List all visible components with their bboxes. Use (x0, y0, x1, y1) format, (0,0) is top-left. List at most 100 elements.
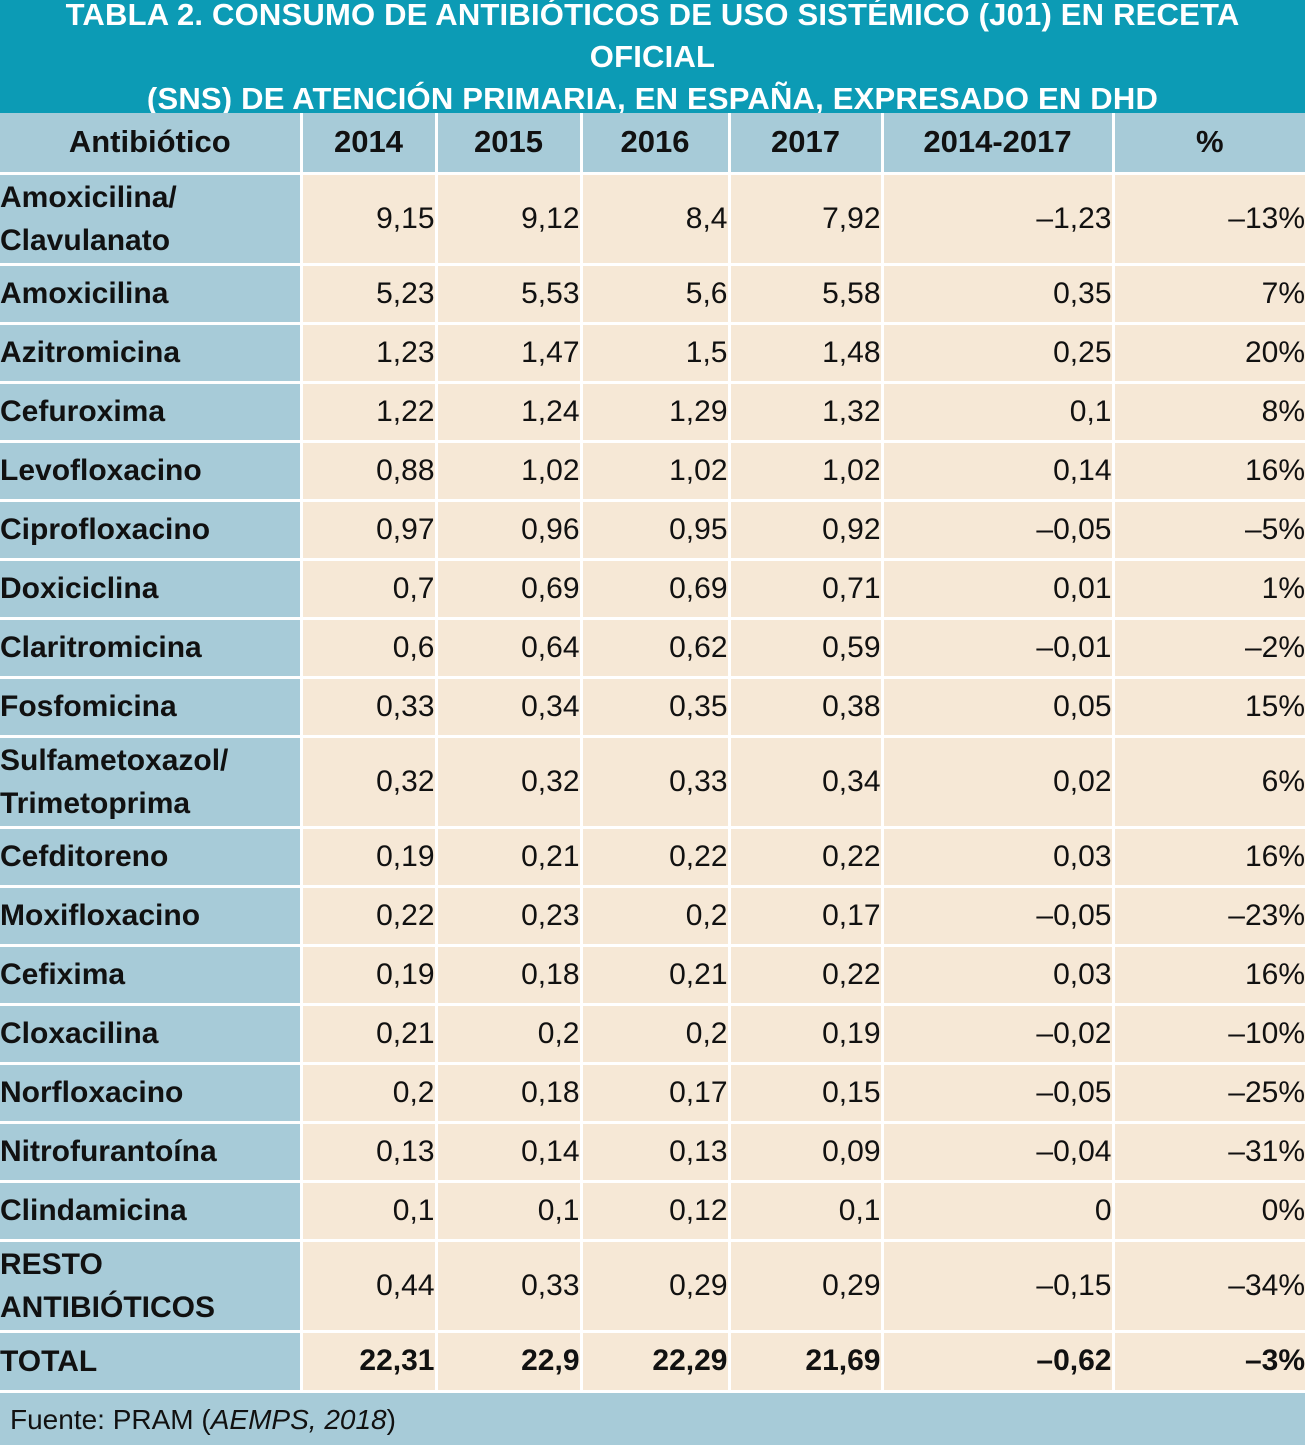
antibiotic-name-line: Fosfomicina (0, 690, 177, 723)
table-row: Sulfametoxazol/Trimetoprima 0,32 0,32 0,33 0… (0, 734, 1305, 829)
value-change: –0,01 (880, 616, 1115, 679)
value-2015: 0,23 (434, 884, 583, 947)
antibiotic-name-line: Moxifloxacino (0, 899, 201, 932)
value-2015: 0,32 (434, 734, 583, 829)
table-row: Amoxicilina/Clavulanato 9,15 9,12 8,4 7,92 –1… (0, 171, 1305, 266)
value-percent: 1% (1111, 557, 1305, 620)
antibiotic-name-line: Amoxicilina (0, 277, 169, 310)
table-body: Amoxicilina/Clavulanato 9,15 9,12 8,4 7,92 –1… (0, 171, 1305, 1393)
source-note: Fuente: PRAM (AEMPS, 2018) (0, 1395, 1305, 1445)
table-row: Cloxacilina 0,21 0,2 0,2 0,19 –0,02 –10% (0, 1002, 1305, 1065)
antibiotic-name-line: Sulfametoxazol/ (0, 743, 229, 777)
value-2017: 0,29 (727, 1238, 884, 1333)
table-row: Clindamicina 0,1 0,1 0,12 0,1 0 0% (0, 1179, 1305, 1242)
value-2014: 0,7 (299, 557, 438, 620)
value-percent: 16% (1111, 439, 1305, 502)
antibiotics-table: Antibiótico 2014 2015 2016 2017 2014-201… (0, 113, 1305, 1393)
value-2017: 0,22 (727, 825, 884, 888)
value-change: 0,01 (880, 557, 1115, 620)
value-2015: 0,21 (434, 825, 583, 888)
antibiotic-name-line: Claritromicina (0, 631, 202, 664)
antibiotic-name: Claritromicina (0, 616, 303, 679)
value-2016: 22,29 (579, 1329, 731, 1393)
table-row: Nitrofurantoína 0,13 0,14 0,13 0,09 –0,04 –31% (0, 1120, 1305, 1183)
value-2015: 0,96 (434, 498, 583, 561)
value-change: –0,02 (880, 1002, 1115, 1065)
value-percent: 16% (1111, 943, 1305, 1006)
antibiotic-name: Amoxicilina/Clavulanato (0, 171, 303, 266)
table-row: Doxiciclina 0,7 0,69 0,69 0,71 0,01 1% (0, 557, 1305, 620)
value-change: 0,05 (880, 675, 1115, 738)
value-2015: 0,18 (434, 1061, 583, 1124)
value-2016: 0,29 (579, 1238, 731, 1333)
antibiotic-name: Ciprofloxacino (0, 498, 303, 561)
table-row: Cefditoreno 0,19 0,21 0,22 0,22 0,03 16% (0, 825, 1305, 888)
column-header-2014: 2014 (299, 113, 438, 175)
antibiotic-name-line: ANTIBIÓTICOS (0, 1290, 215, 1324)
column-header-2015: 2015 (434, 113, 583, 175)
antibiotic-name: Amoxicilina (0, 262, 303, 325)
value-change: 0,14 (880, 439, 1115, 502)
value-2015: 0,1 (434, 1179, 583, 1242)
value-2017: 7,92 (727, 171, 884, 266)
value-percent: 8% (1111, 380, 1305, 443)
value-2016: 0,95 (579, 498, 731, 561)
value-2015: 0,64 (434, 616, 583, 679)
column-header-antibiotic: Antibiótico (0, 113, 303, 175)
value-change: 0,02 (880, 734, 1115, 829)
value-2016: 0,2 (579, 1002, 731, 1065)
value-2016: 0,22 (579, 825, 731, 888)
value-2017: 0,19 (727, 1002, 884, 1065)
value-percent: –31% (1111, 1120, 1305, 1183)
value-2016: 0,21 (579, 943, 731, 1006)
table-row: Ciprofloxacino 0,97 0,96 0,95 0,92 –0,05 –5% (0, 498, 1305, 561)
antibiotic-name-line: Norfloxacino (0, 1076, 184, 1109)
value-2014: 0,13 (299, 1120, 438, 1183)
value-2015: 0,14 (434, 1120, 583, 1183)
value-percent: –5% (1111, 498, 1305, 561)
value-2014: 5,23 (299, 262, 438, 325)
value-2016: 0,12 (579, 1179, 731, 1242)
value-2015: 0,33 (434, 1238, 583, 1333)
value-percent: 6% (1111, 734, 1305, 829)
value-percent: –10% (1111, 1002, 1305, 1065)
antibiotic-name: RESTO ANTIBIÓTICOS (0, 1238, 303, 1333)
column-header-change: 2014-2017 (880, 113, 1115, 175)
value-2016: 0,69 (579, 557, 731, 620)
column-header-percent: % (1111, 113, 1305, 175)
antibiotic-name-line: Ciprofloxacino (0, 513, 211, 546)
antibiotic-name: Fosfomicina (0, 675, 303, 738)
antibiotic-name: Sulfametoxazol/Trimetoprima (0, 734, 303, 829)
antibiotic-name-line: Amoxicilina/ (0, 180, 177, 214)
value-2016: 1,29 (579, 380, 731, 443)
value-change: 0,03 (880, 943, 1115, 1006)
value-2014: 1,22 (299, 380, 438, 443)
value-percent: –23% (1111, 884, 1305, 947)
value-2017: 0,15 (727, 1061, 884, 1124)
value-2015: 1,02 (434, 439, 583, 502)
value-2014: 0,2 (299, 1061, 438, 1124)
value-2017: 0,38 (727, 675, 884, 738)
column-header-2016: 2016 (579, 113, 731, 175)
value-2014: 0,44 (299, 1238, 438, 1333)
value-2016: 0,17 (579, 1061, 731, 1124)
value-2017: 0,34 (727, 734, 884, 829)
table-row: Cefuroxima 1,22 1,24 1,29 1,32 0,1 8% (0, 380, 1305, 443)
value-2014: 22,31 (299, 1329, 438, 1393)
value-2017: 0,71 (727, 557, 884, 620)
antibiotic-name-line: RESTO (0, 1247, 103, 1281)
value-2016: 1,02 (579, 439, 731, 502)
antibiotic-name: Doxiciclina (0, 557, 303, 620)
value-percent: 20% (1111, 321, 1305, 384)
table-row: Amoxicilina 5,23 5,53 5,6 5,58 0,35 7% (0, 262, 1305, 325)
antibiotic-name: Cloxacilina (0, 1002, 303, 1065)
value-percent: –2% (1111, 616, 1305, 679)
table-row: Azitromicina 1,23 1,47 1,5 1,48 0,25 20% (0, 321, 1305, 384)
value-2016: 0,35 (579, 675, 731, 738)
antibiotic-name-line: Cefditoreno (0, 840, 169, 873)
value-change: –0,05 (880, 884, 1115, 947)
value-2015: 1,24 (434, 380, 583, 443)
antibiotic-name-line: Clavulanato (0, 223, 171, 257)
antibiotic-name-line: Doxiciclina (0, 572, 159, 605)
